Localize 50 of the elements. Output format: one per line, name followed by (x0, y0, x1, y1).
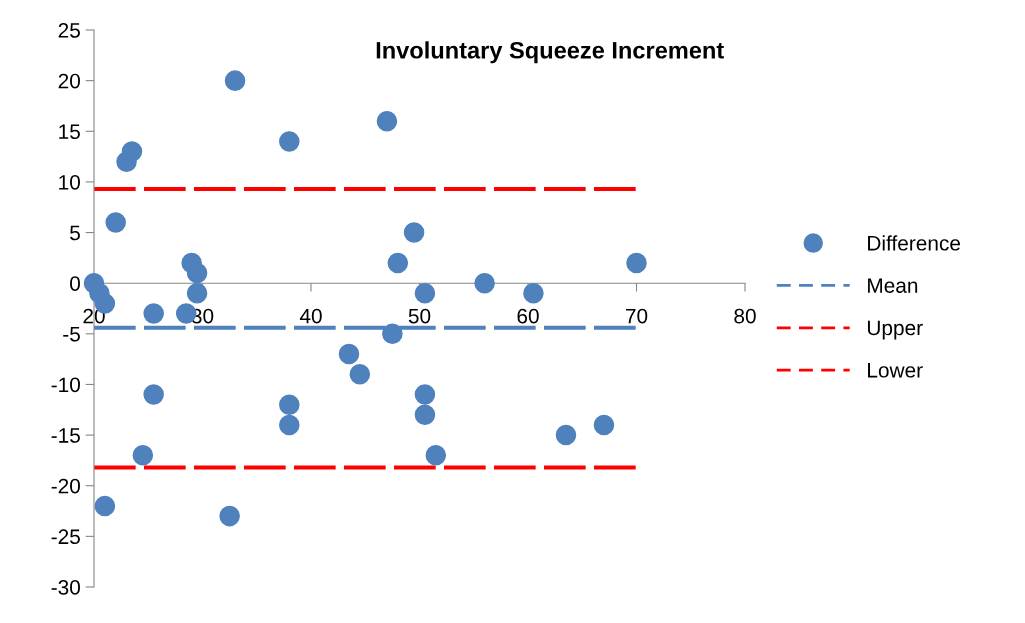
x-tick-label: 40 (299, 308, 322, 324)
x-tick-label: 70 (625, 308, 648, 324)
y-tick-label: 5 (70, 225, 80, 241)
point (132, 445, 154, 466)
point (425, 445, 447, 466)
legend-label: Difference (868, 235, 961, 251)
y-tick-label: -15 (51, 428, 80, 443)
y-tick-label: 20 (58, 73, 80, 89)
point (186, 262, 208, 284)
point (376, 110, 398, 132)
point (279, 131, 300, 152)
x-tick-label: 60 (517, 308, 539, 324)
point (279, 394, 300, 415)
y-tick-label: -5 (63, 327, 80, 342)
y-tick-label: -30 (51, 580, 80, 595)
point (94, 495, 116, 517)
point (279, 414, 300, 436)
x-tick-label: 50 (408, 308, 431, 324)
point (224, 70, 246, 91)
x-tick-label: 80 (734, 308, 756, 324)
y-tick-label: -25 (51, 529, 80, 545)
chart-title: Involuntary Squeeze Increment (376, 41, 724, 64)
legend-label: Lower (868, 363, 923, 378)
legend-label: Mean (868, 278, 918, 293)
y-tick-label: 15 (59, 124, 80, 140)
point (105, 212, 126, 233)
legend-label: Upper (867, 320, 923, 340)
point (143, 303, 164, 324)
y-tick-label: -10 (51, 377, 80, 393)
point (338, 343, 360, 365)
point (186, 283, 208, 304)
y-tick-label: 0 (70, 276, 80, 291)
point (387, 252, 409, 274)
point (403, 222, 425, 243)
y-tick-label: -20 (51, 478, 80, 494)
point (219, 505, 240, 527)
point (593, 414, 615, 436)
point (414, 283, 436, 304)
point (414, 384, 436, 405)
point (626, 252, 647, 274)
point (349, 364, 371, 385)
point (143, 384, 164, 405)
point (523, 283, 544, 304)
y-tick-label: 25 (58, 23, 80, 38)
y-tick-label: 10 (59, 174, 80, 190)
point (121, 141, 143, 162)
point (555, 424, 577, 446)
point (414, 404, 436, 426)
point (474, 272, 495, 294)
point (382, 323, 403, 345)
